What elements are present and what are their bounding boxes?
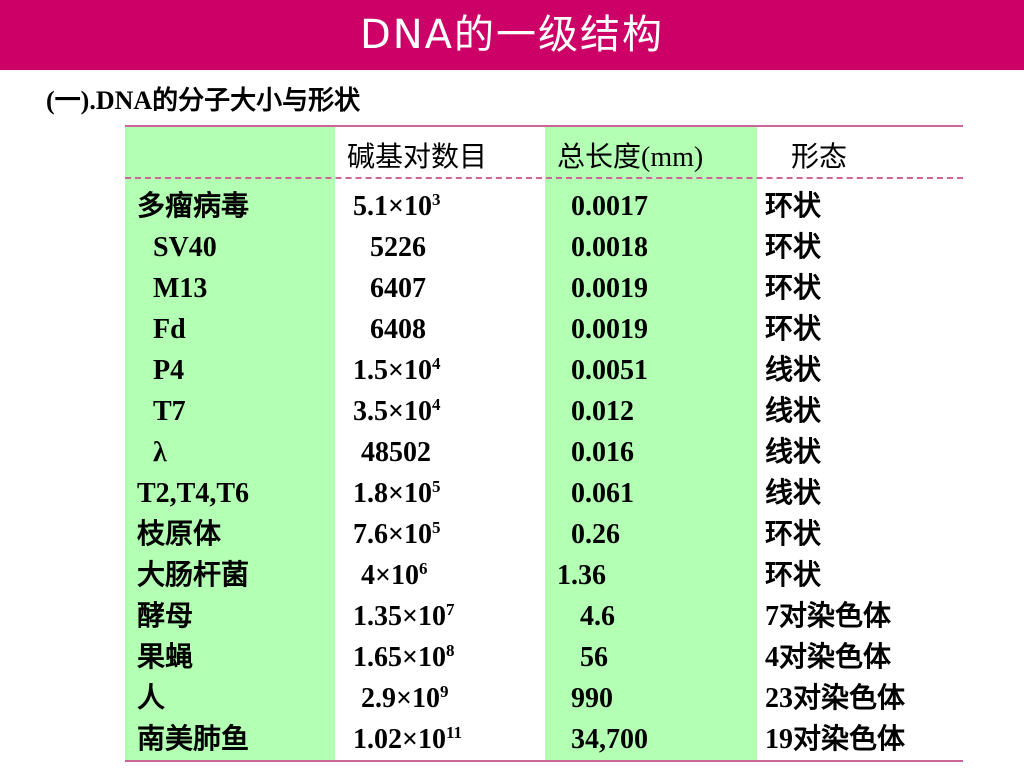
base-pairs-mantissa: 2.9×10	[361, 683, 440, 714]
base-pairs-exponent: 7	[445, 600, 455, 619]
row-base-pairs: 7.6×105	[353, 515, 440, 555]
row-organism: 酵母	[137, 601, 194, 632]
base-pairs-exponent: 9	[439, 682, 449, 701]
row-organism: 大肠杆菌	[137, 560, 250, 591]
row-shape: 线状	[765, 396, 822, 427]
row-base-pairs: 5226	[370, 228, 426, 268]
table-top-rule	[125, 125, 963, 127]
base-pairs-mantissa: 1.65×10	[353, 642, 446, 673]
row-total-length: 0.0018	[571, 232, 648, 263]
row-base-pairs: 1.35×107	[353, 597, 454, 637]
base-pairs-mantissa: 1.02×10	[353, 724, 446, 755]
base-pairs-mantissa: 5226	[370, 232, 426, 263]
row-total-length: 0.0017	[571, 191, 648, 222]
row-organism: Fd	[153, 314, 186, 345]
table-header-rule	[125, 177, 963, 179]
name-column-bg	[125, 125, 335, 762]
row-shape: 环状	[765, 560, 822, 591]
row-shape: 19对染色体	[765, 724, 906, 755]
row-base-pairs: 5.1×103	[353, 187, 440, 227]
row-shape: 环状	[765, 191, 822, 222]
base-pairs-mantissa: 5.1×10	[353, 191, 432, 222]
row-base-pairs: 1.02×1011	[353, 720, 462, 760]
row-organism: T7	[153, 396, 186, 427]
row-total-length: 34,700	[571, 724, 648, 755]
table-bottom-rule	[125, 760, 963, 762]
row-total-length: 4.6	[580, 601, 615, 632]
base-pairs-mantissa: 1.5×10	[353, 355, 432, 386]
row-organism: T2,T4,T6	[137, 478, 250, 509]
row-organism: P4	[153, 355, 185, 386]
row-total-length: 0.061	[571, 478, 634, 509]
row-organism: 人	[137, 683, 166, 714]
row-organism: SV40	[153, 232, 217, 263]
row-shape: 7对染色体	[765, 601, 892, 632]
row-shape: 23对染色体	[765, 683, 906, 714]
row-base-pairs: 48502	[361, 433, 431, 473]
row-shape: 环状	[765, 314, 822, 345]
base-pairs-exponent: 3	[431, 190, 441, 209]
base-pairs-mantissa: 1.8×10	[353, 478, 432, 509]
row-shape: 线状	[765, 355, 822, 386]
row-base-pairs: 1.5×104	[353, 351, 440, 391]
base-pairs-mantissa: 6408	[370, 314, 426, 345]
row-shape: 环状	[765, 273, 822, 304]
row-total-length: 0.0051	[571, 355, 648, 386]
base-pairs-mantissa: 6407	[370, 273, 426, 304]
row-base-pairs: 1.65×108	[353, 638, 454, 678]
row-shape: 线状	[765, 437, 822, 468]
header-shape: 形态	[791, 142, 848, 173]
base-pairs-exponent: 4	[431, 354, 441, 373]
base-pairs-exponent: 5	[431, 518, 441, 537]
row-shape: 4对染色体	[765, 642, 892, 673]
row-organism: 果蝇	[137, 642, 194, 673]
row-base-pairs: 2.9×109	[361, 679, 448, 719]
row-total-length: 1.36	[557, 560, 606, 591]
row-shape: 环状	[765, 232, 822, 263]
row-base-pairs: 3.5×104	[353, 392, 440, 432]
base-pairs-mantissa: 3.5×10	[353, 396, 432, 427]
base-pairs-exponent: 6	[418, 559, 428, 578]
header-total-length: 总长度(mm)	[557, 142, 704, 173]
row-shape: 环状	[765, 519, 822, 550]
base-pairs-exponent: 8	[445, 641, 455, 660]
length-column-bg	[545, 125, 757, 762]
row-organism: 枝原体	[137, 519, 222, 550]
row-organism: M13	[153, 273, 208, 304]
row-organism: 南美肺鱼	[137, 724, 250, 755]
row-total-length: 0.0019	[571, 273, 648, 304]
base-pairs-exponent: 11	[445, 723, 463, 742]
row-total-length: 0.26	[571, 519, 620, 550]
row-total-length: 0.012	[571, 396, 634, 427]
dna-size-table: 碱基对数目 总长度(mm) 形态 多瘤病毒 5.1×103 0.0017 环状 SV40…	[125, 125, 963, 762]
base-pairs-exponent: 4	[431, 395, 441, 414]
row-shape: 线状	[765, 478, 822, 509]
row-organism: 多瘤病毒	[137, 191, 250, 222]
row-total-length: 56	[580, 642, 608, 673]
base-pairs-mantissa: 48502	[361, 437, 431, 468]
row-organism: λ	[153, 437, 167, 468]
row-base-pairs: 6408	[370, 310, 426, 350]
base-pairs-mantissa: 4×10	[361, 560, 419, 591]
row-base-pairs: 4×106	[361, 556, 427, 596]
slide-title: DNA的一级结构	[0, 0, 1024, 70]
section-subtitle: (一).DNA的分子大小与形状	[46, 86, 361, 115]
row-base-pairs: 1.8×105	[353, 474, 440, 514]
base-pairs-mantissa: 1.35×10	[353, 601, 446, 632]
row-total-length: 0.016	[571, 437, 634, 468]
header-base-pairs: 碱基对数目	[347, 142, 488, 173]
base-pairs-mantissa: 7.6×10	[353, 519, 432, 550]
row-base-pairs: 6407	[370, 269, 426, 309]
base-pairs-exponent: 5	[431, 477, 441, 496]
row-total-length: 0.0019	[571, 314, 648, 345]
row-total-length: 990	[571, 683, 613, 714]
